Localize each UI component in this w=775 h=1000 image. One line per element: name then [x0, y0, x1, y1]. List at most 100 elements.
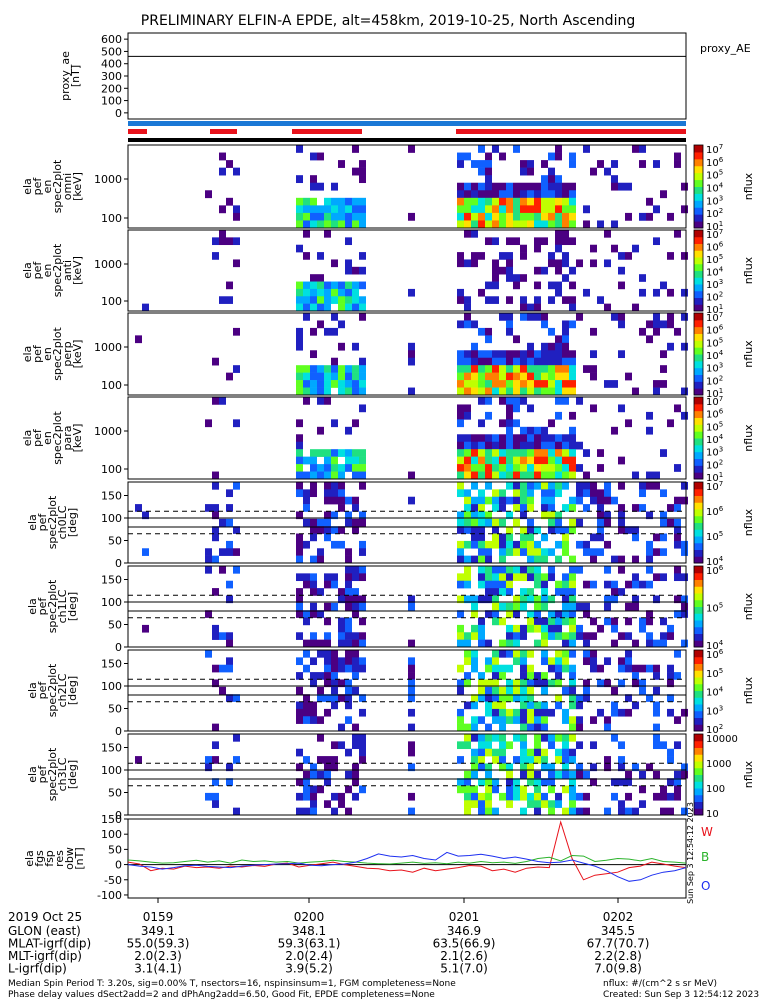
perp-cell [562, 372, 569, 381]
para-cell [555, 471, 562, 480]
ch0LC-cell [583, 489, 590, 498]
perp-ylabel: en [41, 347, 54, 361]
perp-cell [576, 313, 583, 321]
ch3LC-cell [527, 770, 534, 779]
para-cell [527, 441, 534, 450]
para-cell [576, 464, 583, 472]
ch1LC-cell [492, 595, 499, 604]
ephem-value: 345.5 [601, 924, 635, 938]
perp-cell [555, 357, 562, 366]
ch1LC-cb-seg [694, 572, 703, 580]
ch1LC-cell [520, 632, 527, 640]
ch0LC-frame [127, 481, 687, 564]
perp-cell [471, 342, 478, 351]
ch3LC-cell [604, 756, 611, 764]
perp-cb-seg [694, 388, 703, 396]
perp-cell [296, 342, 303, 351]
ch2LC-cell [310, 708, 317, 717]
omni-cell [548, 152, 555, 161]
ch1LC-cell [205, 566, 212, 574]
para-cell [205, 419, 212, 428]
ch3LC-cell [681, 763, 688, 772]
perp-cell [359, 357, 366, 366]
omni-ytick-label: 1000 [94, 173, 122, 186]
ephem-value: 3.1(4.1) [134, 962, 182, 976]
perp-cb-tick-label: 102 [706, 374, 723, 387]
ch0LC-cell [359, 482, 366, 490]
ch0LC-cell [296, 533, 303, 542]
omni-cell [534, 212, 541, 221]
ch1LC-cell [646, 632, 653, 640]
perp-cell [681, 387, 688, 396]
perp-ylabel: pef [31, 344, 44, 363]
omni-cell [310, 220, 317, 229]
ch0LC-cell [562, 548, 569, 556]
ch3LC-cell [303, 756, 310, 764]
anti-cell [310, 281, 317, 290]
ch0LC-cell [296, 482, 303, 490]
ch0LC-cell [464, 511, 471, 520]
omni-cell [317, 212, 324, 221]
ch2LC-cell [555, 650, 562, 658]
ch3LC-cell [534, 778, 541, 786]
perp-cell [471, 372, 478, 381]
ch0LC-cell [597, 504, 604, 512]
ch3LC-cell [345, 748, 352, 757]
anti-cell [569, 237, 576, 246]
anti-cell [513, 281, 520, 290]
ch3LC-cell [352, 763, 359, 772]
perp-cell [478, 380, 485, 388]
ch2LC-cell [583, 679, 590, 688]
perp-cell [310, 387, 317, 396]
para-cell [331, 419, 338, 428]
ch1LC-cell [478, 573, 485, 582]
ch0LC-cell [310, 526, 317, 534]
ch1LC-ylabel: ela [26, 598, 39, 615]
anti-cell [562, 274, 569, 282]
ch3LC-cell [408, 763, 415, 772]
para-cell [583, 449, 590, 457]
para-cell [212, 471, 219, 480]
ch1LC-cell [338, 624, 345, 633]
ch0LC-cb-seg [694, 536, 703, 544]
anti-cell [464, 303, 471, 312]
ch2LC-cell [562, 650, 569, 658]
perp-cell [562, 327, 569, 336]
omni-ylabel: omni [61, 173, 74, 200]
ch1LC-cell [632, 573, 639, 582]
para-cell [457, 404, 464, 413]
ch2LC-cb-seg [694, 697, 703, 705]
ch2LC-cell [485, 686, 492, 695]
ch2LC-ytick-label: 50 [108, 703, 122, 716]
ch2LC-cell [310, 657, 317, 666]
ch3LC-cell [632, 807, 639, 816]
para-cell [506, 456, 513, 465]
perp-cell [534, 365, 541, 373]
perp-cell [338, 372, 345, 381]
ch3LC-cell [485, 792, 492, 801]
anti-cell [513, 237, 520, 246]
anti-cell [569, 281, 576, 290]
anti-cell [303, 230, 310, 238]
omni-cb-seg [694, 158, 703, 167]
perp-cell [338, 365, 345, 373]
ch0LC-cell [471, 504, 478, 512]
anti-cell [310, 274, 317, 282]
proxy-ae-ytick-label: 400 [101, 58, 122, 71]
perp-cb-tick-label: 104 [706, 349, 724, 362]
perp-cell [681, 342, 688, 351]
ch2LC-cell [541, 657, 548, 666]
para-cell [527, 456, 534, 465]
ch3LC-cell [660, 792, 667, 801]
ch1LC-cell [226, 639, 233, 648]
ch1LC-cell [674, 566, 681, 574]
ch3LC-cell [555, 734, 562, 742]
ch2LC-cell [520, 664, 527, 673]
omni-cell [338, 220, 345, 229]
ch1LC-cell [212, 624, 219, 633]
omni-cell [485, 212, 492, 221]
ch3LC-cb-seg [694, 794, 703, 802]
ch1LC-cell [513, 624, 520, 633]
ch0LC-cell [226, 504, 233, 512]
ch1LC-cell [471, 610, 478, 618]
